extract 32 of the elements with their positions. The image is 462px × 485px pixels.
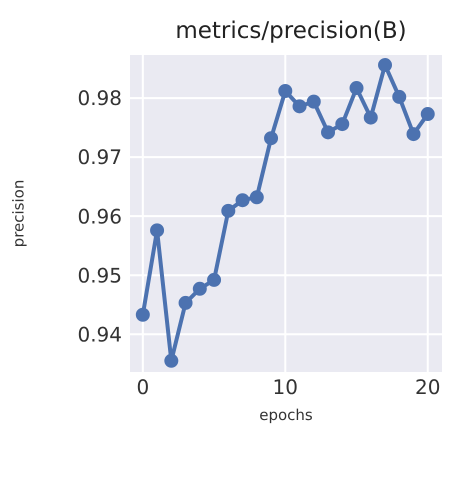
y-tick-label: 0.96 bbox=[77, 204, 122, 228]
point bbox=[364, 110, 378, 125]
x-tick-label: 0 bbox=[136, 375, 150, 400]
point bbox=[420, 107, 435, 122]
point bbox=[306, 94, 321, 109]
point bbox=[292, 99, 307, 114]
y-tick-label: 0.98 bbox=[77, 86, 122, 110]
x-tick-label: 20 bbox=[415, 375, 440, 400]
point bbox=[321, 125, 336, 140]
point bbox=[236, 193, 250, 208]
point bbox=[378, 58, 392, 72]
point bbox=[221, 204, 236, 218]
point bbox=[335, 117, 350, 132]
point bbox=[164, 354, 178, 368]
point bbox=[178, 296, 193, 310]
point bbox=[192, 282, 207, 296]
point bbox=[392, 90, 406, 104]
y-axis-title: precision bbox=[9, 180, 28, 248]
point bbox=[264, 131, 278, 146]
x-tick-label: 10 bbox=[272, 375, 298, 400]
point bbox=[278, 84, 292, 98]
point bbox=[406, 127, 421, 142]
y-tick-label: 0.97 bbox=[77, 145, 122, 170]
point bbox=[350, 81, 364, 96]
y-tick-label: 0.94 bbox=[77, 322, 122, 346]
point bbox=[207, 272, 222, 287]
point bbox=[150, 223, 164, 238]
y-tick-label: 0.95 bbox=[77, 263, 122, 288]
point bbox=[250, 190, 264, 204]
point bbox=[136, 308, 150, 322]
chart-title: metrics/precision(B) bbox=[174, 18, 408, 44]
x-axis-title: epochs bbox=[259, 406, 313, 424]
